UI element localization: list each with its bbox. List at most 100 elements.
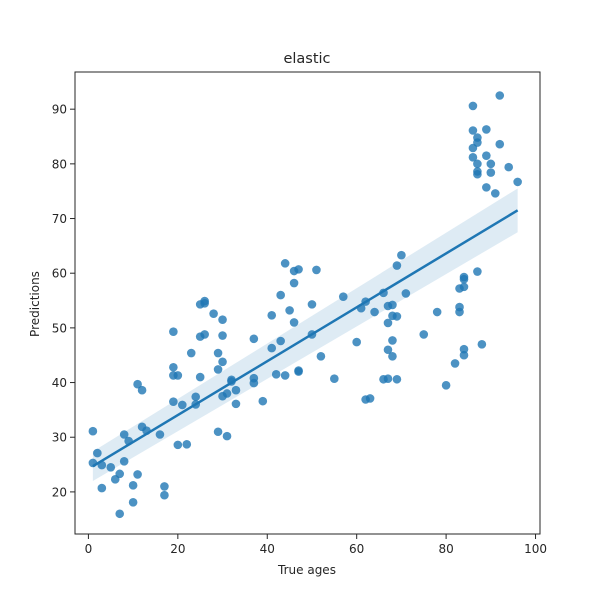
data-point: [455, 307, 464, 317]
data-point: [115, 469, 125, 479]
data-point: [218, 331, 227, 340]
data-point: [365, 394, 375, 403]
data-point: [432, 307, 442, 317]
data-point: [186, 348, 196, 358]
x-axis: 0 20 40 60 80 100: [85, 534, 547, 556]
x-tick-label: 0: [85, 542, 93, 556]
data-point: [383, 374, 393, 384]
data-point: [370, 307, 379, 317]
x-axis-label: True ages: [277, 563, 336, 577]
data-point: [249, 334, 259, 344]
data-point: [459, 274, 469, 284]
y-tick-label: 80: [52, 157, 67, 171]
chart-title: elastic: [283, 51, 330, 67]
points-layer: [88, 91, 522, 519]
data-point: [169, 327, 178, 337]
data-point: [473, 159, 482, 169]
data-point: [482, 125, 491, 134]
data-point: [280, 259, 290, 268]
data-point: [490, 189, 500, 198]
data-point: [468, 126, 478, 135]
data-point: [473, 169, 482, 179]
data-point: [267, 311, 277, 320]
y-tick-label: 70: [52, 212, 67, 226]
y-axis-label: Predictions: [28, 271, 42, 337]
data-point: [441, 380, 451, 390]
data-point: [383, 345, 393, 355]
data-point: [276, 336, 285, 346]
data-point: [495, 139, 505, 149]
data-point: [128, 497, 138, 507]
data-point: [218, 315, 227, 324]
data-point: [133, 379, 142, 389]
x-tick-label: 100: [524, 542, 547, 556]
data-point: [119, 456, 129, 466]
data-point: [459, 350, 469, 360]
data-point: [160, 482, 169, 491]
data-point: [513, 177, 522, 187]
data-point: [106, 462, 116, 472]
x-tick-label: 60: [349, 542, 364, 556]
data-point: [294, 367, 303, 376]
data-point: [97, 483, 107, 493]
x-tick-label: 20: [170, 542, 185, 556]
data-point: [191, 392, 201, 402]
data-point: [173, 440, 183, 450]
data-point: [338, 292, 348, 302]
data-point: [392, 374, 402, 384]
data-point: [285, 306, 294, 315]
plot-frame: [74, 71, 541, 535]
data-point: [160, 490, 169, 500]
data-point: [267, 343, 277, 353]
data-point: [352, 337, 361, 347]
data-point: [468, 152, 478, 162]
data-point: [316, 352, 326, 361]
data-point: [450, 359, 460, 368]
confidence-band: [92, 188, 518, 481]
data-point: [294, 265, 303, 274]
data-point: [271, 370, 281, 379]
y-tick-label: 60: [52, 267, 67, 281]
x-tick-label: 40: [260, 542, 275, 556]
data-point: [473, 267, 482, 276]
data-point: [482, 151, 491, 160]
y-tick-label: 50: [52, 321, 67, 335]
data-point: [419, 330, 429, 339]
data-point: [388, 336, 397, 345]
data-point: [231, 399, 241, 409]
data-point: [128, 481, 138, 490]
data-point: [218, 357, 227, 367]
data-point: [137, 385, 147, 395]
data-point: [504, 162, 514, 172]
regression-line: [92, 209, 519, 468]
y-tick-label: 20: [52, 485, 67, 499]
data-point: [388, 352, 397, 361]
data-point: [486, 159, 496, 169]
data-point: [173, 371, 183, 380]
data-point: [133, 470, 142, 479]
data-point: [482, 183, 491, 192]
data-point: [119, 430, 129, 439]
data-point: [459, 344, 469, 354]
data-point: [88, 426, 98, 436]
data-point: [388, 300, 397, 310]
data-point: [115, 509, 125, 519]
data-point: [486, 168, 496, 177]
data-point: [93, 448, 102, 458]
data-point: [195, 372, 205, 382]
data-point: [276, 290, 285, 300]
data-point: [249, 378, 259, 388]
y-tick-label: 30: [52, 431, 67, 445]
data-point: [312, 265, 321, 275]
y-tick-label: 90: [52, 103, 67, 117]
data-point: [200, 298, 209, 308]
data-point: [258, 396, 268, 406]
data-point: [392, 261, 402, 270]
data-point: [155, 430, 165, 439]
data-point: [213, 427, 223, 437]
data-point: [222, 431, 232, 441]
data-point: [213, 348, 223, 358]
data-point: [289, 318, 299, 327]
data-point: [209, 309, 218, 318]
